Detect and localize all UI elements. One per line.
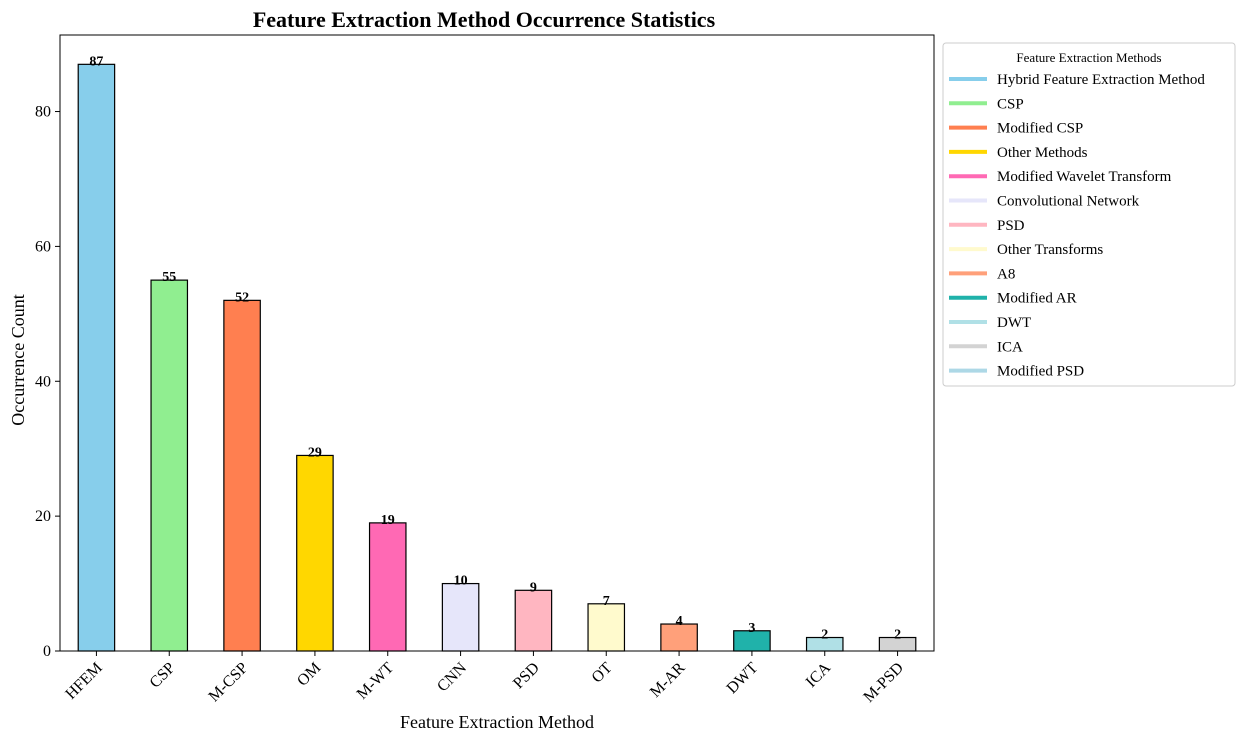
data-label-csp: 55	[162, 270, 176, 285]
legend-entry-label: Other Transforms	[997, 242, 1103, 258]
legend-entry-label: Modified Wavelet Transform	[997, 169, 1172, 185]
data-label-dwt: 3	[748, 621, 755, 636]
legend-entry-label: Other Methods	[997, 145, 1088, 161]
x-tick-label: M-CSP	[206, 659, 252, 705]
x-tick-label: CNN	[434, 659, 470, 695]
legend-entry-label: Convolutional Network	[997, 194, 1140, 210]
y-tick-label: 20	[35, 508, 51, 525]
legend-entry-label: Modified PSD	[997, 364, 1084, 380]
y-tick-label: 80	[35, 104, 51, 121]
legend-entry-label: Modified CSP	[997, 121, 1083, 137]
legend-entries: Hybrid Feature Extraction Method CSP Modif…	[949, 72, 1205, 380]
legend-entry-label: A8	[997, 266, 1015, 282]
bar-m-csp	[223, 299, 261, 652]
y-axis-label: Occurrence Count	[8, 294, 28, 425]
x-tick-label: ICA	[803, 659, 835, 691]
y-tick-label: 0	[43, 643, 51, 660]
plot-area-frame	[59, 34, 935, 652]
x-tick-label: M-AR	[647, 659, 689, 701]
data-label-m-psd: 2	[894, 628, 901, 643]
x-tick-label: M-PSD	[860, 659, 907, 706]
data-label-m-csp: 52	[235, 290, 249, 305]
x-tick-label: OT	[589, 659, 616, 686]
legend-entry-label: PSD	[997, 218, 1025, 234]
legend-entry-label: Hybrid Feature Extraction Method	[997, 72, 1205, 88]
bar-m-wt	[368, 522, 407, 652]
x-axis-ticks: HFEM CSP M-CSP OM M-WT CNN PSD OT M-AR DWT ICA M-PS…	[62, 651, 907, 706]
legend-box	[942, 42, 1236, 387]
legend-title: Feature Extraction Methods	[1016, 50, 1161, 65]
bar-psd	[514, 589, 553, 652]
data-label-ica: 2	[821, 628, 828, 643]
y-axis-ticks: 0 20 40 60 80	[35, 104, 60, 660]
y-tick-label: 60	[35, 238, 51, 255]
y-tick-label: 40	[35, 373, 51, 390]
x-tick-label: M-WT	[354, 659, 398, 703]
bar-ot	[587, 603, 626, 652]
legend-entry-label: CSP	[997, 96, 1024, 112]
data-labels-group: 87 55 52 29 19 10 9 7 4 3 2 2	[89, 54, 901, 642]
legend: Feature Extraction Methods Hybrid Featur…	[942, 42, 1236, 387]
data-label-m-wt: 19	[381, 513, 395, 528]
data-label-om: 29	[308, 445, 322, 460]
data-label-psd: 9	[530, 580, 537, 595]
bar-csp	[150, 279, 189, 652]
data-label-hfem: 87	[89, 54, 103, 69]
x-tick-label: DWT	[724, 659, 762, 697]
bar-hfem	[77, 63, 116, 652]
data-label-ot: 7	[603, 594, 610, 609]
x-tick-label: OM	[294, 659, 324, 689]
bar-cnn	[441, 582, 480, 652]
x-tick-label: CSP	[147, 659, 179, 691]
data-label-cnn: 10	[454, 574, 468, 589]
bars-group	[77, 63, 917, 652]
x-tick-label: PSD	[510, 659, 543, 692]
legend-entry-label: Modified AR	[997, 291, 1077, 307]
x-tick-label: HFEM	[62, 659, 105, 702]
data-label-m-ar: 4	[676, 614, 683, 629]
x-axis-label: Feature Extraction Method	[400, 712, 594, 732]
bar-om	[296, 454, 334, 652]
legend-entry-label: DWT	[997, 315, 1031, 331]
chart-title: Feature Extraction Method Occurrence Sta…	[253, 7, 716, 32]
legend-entry-label: ICA	[997, 339, 1023, 355]
